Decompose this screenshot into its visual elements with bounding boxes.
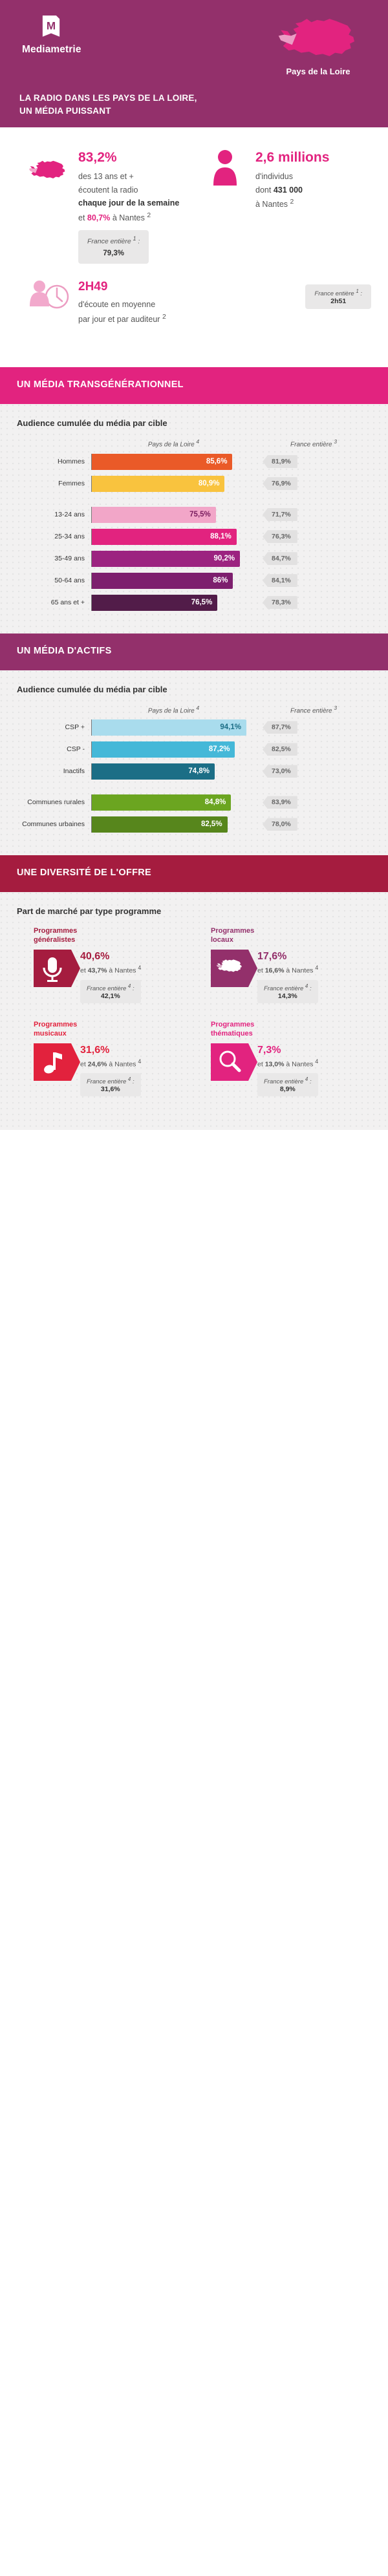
svg-text:M: M <box>47 20 56 32</box>
